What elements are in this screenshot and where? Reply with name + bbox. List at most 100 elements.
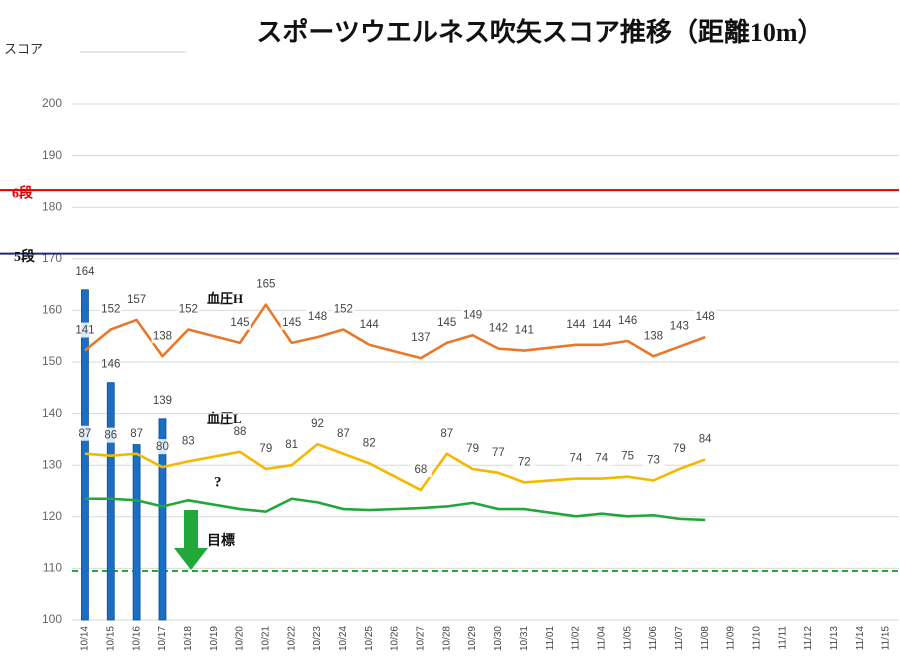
- x-tick-label: 11/14: [855, 626, 866, 651]
- x-tick-label: 11/05: [622, 626, 633, 651]
- data-label: 152: [179, 304, 198, 316]
- label-bg: [461, 441, 484, 457]
- y-tick-label: 150: [42, 354, 62, 368]
- label-bg: [694, 431, 717, 447]
- data-label: 74: [570, 453, 583, 465]
- label-bg: [306, 309, 329, 325]
- x-tick-label: 10/15: [105, 626, 116, 651]
- label-bg: [125, 425, 148, 441]
- data-label: 88: [234, 426, 247, 438]
- data-label: 92: [311, 418, 324, 430]
- x-tick-label: 10/20: [235, 626, 246, 651]
- x-tick-label: 10/16: [131, 626, 142, 651]
- label-bg: [177, 433, 200, 449]
- x-tick-label: 11/11: [777, 626, 788, 650]
- x-tick-label: 10/23: [312, 626, 323, 651]
- data-label: 152: [101, 304, 120, 316]
- x-tick-label: 11/12: [803, 626, 814, 651]
- data-label: 79: [466, 443, 479, 455]
- x-tick-label: 10/27: [416, 626, 427, 651]
- x-tick-label: 10/14: [80, 626, 91, 651]
- data-label: 146: [618, 315, 637, 327]
- data-label: 144: [566, 319, 586, 331]
- y-tick-label: 130: [42, 457, 62, 471]
- data-label: 138: [644, 330, 663, 342]
- x-tick-label: 11/09: [726, 626, 737, 651]
- data-label: 152: [334, 304, 353, 316]
- data-label: 75: [621, 451, 634, 463]
- label-bg: [642, 328, 665, 344]
- label-bg: [306, 416, 329, 432]
- label-bg: [99, 427, 122, 443]
- x-tick-label: 11/04: [596, 626, 607, 651]
- x-tick-label: 10/30: [493, 626, 504, 651]
- x-tick-label: 11/02: [571, 626, 582, 651]
- bar: [132, 444, 141, 621]
- data-label: 87: [440, 428, 453, 440]
- x-tick-label: 10/29: [467, 626, 478, 651]
- label-bg: [280, 437, 303, 453]
- x-tick-label: 10/19: [209, 626, 220, 651]
- data-label: 145: [437, 317, 456, 329]
- label-bg: [564, 450, 587, 466]
- label-bg: [694, 309, 717, 325]
- data-label: 84: [699, 433, 712, 445]
- label-bg: [177, 301, 200, 317]
- x-tick-label: 11/08: [700, 626, 711, 651]
- data-label: 72: [518, 456, 531, 468]
- x-tick-label: 10/21: [260, 626, 271, 651]
- x-tick-label: 11/07: [674, 626, 685, 651]
- series-label: 血圧L: [207, 411, 242, 426]
- data-label: 165: [256, 279, 275, 291]
- line: [84, 497, 706, 522]
- data-label: 144: [592, 319, 612, 331]
- x-tick-label: 10/18: [183, 626, 194, 651]
- data-label: 73: [647, 455, 660, 467]
- label-bg: [73, 322, 96, 338]
- data-label: 68: [414, 464, 427, 476]
- x-tick-label: 10/17: [157, 626, 168, 651]
- label-bg: [616, 312, 639, 328]
- bar: [158, 418, 167, 621]
- label-bg: [254, 276, 277, 292]
- bar: [106, 382, 115, 621]
- label-bg: [564, 316, 587, 332]
- label-bg: [151, 328, 174, 344]
- x-tick-label: 10/24: [338, 626, 349, 651]
- x-tick-label: 10/28: [441, 626, 452, 651]
- data-label: 87: [79, 428, 92, 440]
- label-bg: [332, 425, 355, 441]
- data-label: 141: [75, 325, 94, 337]
- data-label: 141: [515, 325, 534, 337]
- x-tick-label: 11/13: [829, 626, 840, 651]
- data-label: 139: [153, 395, 172, 407]
- y-tick-label: 100: [42, 612, 62, 626]
- chart-title: スポーツウエルネス吹矢スコア推移（距離10m）: [256, 17, 823, 47]
- label-bg: [409, 462, 432, 478]
- reference-label: 5段: [14, 248, 35, 265]
- x-tick-label: 10/26: [390, 626, 401, 651]
- data-label: 137: [411, 332, 430, 344]
- data-label: 74: [595, 453, 608, 465]
- y-axis-label: スコア: [4, 41, 43, 56]
- label-bg: [590, 316, 613, 332]
- data-label: 146: [101, 359, 120, 371]
- data-label: 148: [308, 311, 327, 323]
- data-label: 87: [337, 428, 350, 440]
- data-label: 86: [104, 430, 117, 442]
- label-bg: [125, 291, 148, 307]
- label-bg: [668, 318, 691, 334]
- data-label: 145: [282, 317, 301, 329]
- data-label: 77: [492, 447, 505, 459]
- label-bg: [513, 454, 536, 470]
- data-label: 143: [670, 321, 689, 333]
- arrow: [174, 510, 208, 570]
- x-tick-label: 11/10: [752, 626, 763, 651]
- reference-label: 目標: [207, 532, 235, 549]
- data-label: 142: [489, 323, 508, 335]
- label-bg: [487, 444, 510, 460]
- data-label: 157: [127, 294, 146, 306]
- data-label: 81: [285, 439, 298, 451]
- line: [84, 303, 706, 360]
- label-bg: [435, 425, 458, 441]
